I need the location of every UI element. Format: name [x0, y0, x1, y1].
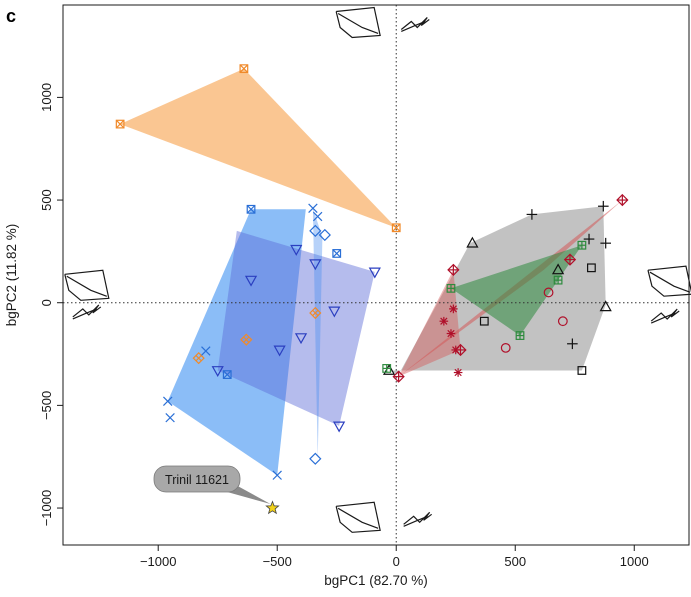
x-axis-title: bgPC1 (82.70 %) — [324, 573, 428, 588]
top-shape-small-icon — [400, 17, 430, 33]
data-point-s11-5 — [453, 368, 463, 377]
group-hull-2 — [167, 209, 306, 476]
data-point-s6-6 — [294, 333, 308, 345]
top-shape-icon — [335, 6, 381, 39]
data-point-s7-4 — [600, 237, 611, 249]
data-point-s13-3 — [553, 275, 563, 285]
shape-icons — [64, 6, 691, 533]
y-tick-label: 500 — [39, 189, 54, 211]
y-axis-title: bgPC2 (11.82 %) — [4, 224, 19, 327]
data-point-s4-3 — [201, 346, 211, 356]
left-shape-small-icon — [72, 304, 102, 320]
data-point-s8-4 — [599, 300, 612, 312]
data-point-s1-1 — [239, 64, 249, 74]
data-point-s2-2 — [240, 333, 253, 346]
data-point-s12-1 — [543, 287, 554, 298]
left-shape-icon — [64, 269, 110, 301]
group-hull-4 — [312, 208, 323, 459]
x-tick-label: 0 — [393, 554, 400, 569]
data-point-s6-4 — [368, 267, 381, 279]
data-point-s10-1 — [616, 193, 629, 207]
data-point-s6-9 — [332, 421, 346, 433]
x-tick-label: −1000 — [140, 554, 177, 569]
data-point-s8-3 — [382, 363, 396, 375]
data-point-s4-1 — [308, 203, 318, 213]
data-point-s5-3 — [309, 452, 322, 465]
panel-label: c — [6, 6, 16, 26]
right-shape-icon — [647, 265, 691, 297]
data-point-s6-8 — [211, 366, 224, 378]
bottom-shape-small-icon — [403, 511, 433, 527]
x-tick-label: 500 — [504, 554, 526, 569]
data-point-s9-2 — [479, 316, 489, 326]
x-tick-label: −500 — [263, 554, 292, 569]
y-tick-label: −500 — [39, 391, 54, 420]
data-point-s4-2 — [312, 211, 323, 222]
data-point-s12-3 — [500, 342, 511, 353]
data-point-s11-1 — [439, 316, 449, 326]
zero-lines — [63, 5, 689, 545]
data-point-s6-5 — [328, 306, 341, 318]
data-point-s8-2 — [551, 263, 565, 275]
data-point-s8-1 — [466, 236, 479, 248]
group-hulls — [120, 68, 623, 476]
data-point-s1-3 — [391, 223, 401, 233]
data-point-s11-4 — [451, 345, 461, 355]
group-hull-1 — [120, 68, 397, 228]
y-tick-label: 0 — [39, 299, 54, 306]
data-point-s4-6 — [272, 470, 282, 480]
data-point-s12-2 — [557, 316, 568, 327]
bottom-shape-icon — [335, 501, 381, 533]
data-point-s2-3 — [309, 306, 322, 320]
y-tick-label: 1000 — [39, 83, 54, 112]
data-point-s6-1 — [244, 275, 258, 287]
data-point-s4-4 — [163, 396, 173, 406]
plot-frame — [62, 4, 690, 546]
special-point-star — [265, 500, 280, 515]
trinil-callout: Trinil 11621 — [153, 465, 280, 515]
data-point-s11-2 — [449, 304, 458, 314]
data-point-s7-1 — [526, 209, 538, 220]
axes: −1000 −500 0 500 1000 −1000 −500 0 500 1000 — [39, 83, 649, 569]
group-hull-7 — [451, 245, 582, 336]
callout-bubble — [153, 465, 241, 493]
data-point-s9-3 — [577, 366, 587, 375]
data-point-s5-2 — [318, 228, 331, 242]
data-point-s3-2 — [332, 249, 342, 258]
callout-label: Trinil 11621 — [165, 473, 229, 487]
data-point-s11-3 — [446, 329, 456, 338]
group-hull-8 — [398, 269, 461, 377]
data-point-s13-1 — [446, 283, 456, 293]
group-hull-3 — [217, 230, 375, 426]
data-point-s10-2 — [447, 263, 460, 277]
data-point-s13-2 — [577, 240, 587, 250]
data-point-s2-1 — [192, 352, 205, 365]
data-points — [115, 64, 629, 480]
data-point-s1-2 — [115, 119, 125, 129]
data-point-s3-3 — [222, 370, 232, 379]
data-point-s6-7 — [273, 345, 286, 357]
y-tick-label: −1000 — [39, 490, 54, 527]
group-hull-6 — [398, 200, 623, 377]
right-shape-small-icon — [650, 308, 680, 324]
data-point-s13-5 — [382, 364, 392, 373]
data-point-s7-5 — [567, 338, 578, 350]
data-point-s7-2 — [598, 200, 609, 212]
data-point-s10-5 — [392, 370, 405, 383]
data-point-s4-5 — [165, 412, 175, 423]
data-point-s6-2 — [290, 244, 303, 256]
x-tick-label: 1000 — [620, 554, 649, 569]
data-point-s13-4 — [515, 331, 525, 340]
data-point-s7-3 — [583, 233, 595, 245]
data-point-s10-3 — [563, 253, 577, 266]
data-point-s6-3 — [309, 259, 322, 271]
data-point-s9-1 — [587, 263, 596, 273]
data-point-s5-1 — [309, 224, 322, 238]
data-point-s3-1 — [246, 204, 256, 214]
